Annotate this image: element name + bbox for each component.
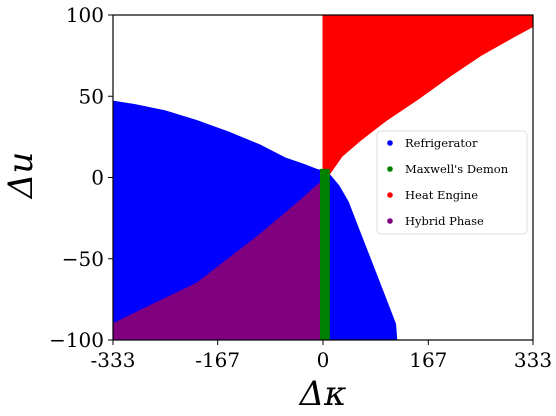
y-tick-label: 0	[91, 166, 104, 190]
legend: Refrigerator Maxwell's Demon Heat Engine Hy…	[376, 130, 528, 235]
y-tick-label: −100	[49, 328, 104, 352]
x-axis-label: Δκ	[298, 374, 347, 414]
y-tick-label: 100	[66, 3, 104, 27]
y-axis-label: Δu	[1, 152, 41, 200]
legend-label: Refrigerator	[405, 136, 478, 150]
x-tick-label: 167	[409, 348, 447, 372]
legend-marker	[387, 192, 393, 198]
legend-label: Heat Engine	[405, 188, 478, 202]
legend-box	[376, 130, 528, 235]
region-maxwell-s-demon	[320, 168, 330, 341]
y-tick-label: −50	[62, 247, 104, 271]
legend-marker	[387, 166, 393, 172]
legend-label: Hybrid Phase	[405, 214, 484, 228]
x-tick-label: -167	[195, 348, 240, 372]
legend-marker	[387, 140, 393, 146]
y-tick-label: 50	[79, 84, 104, 108]
x-tick-label: 0	[317, 348, 330, 372]
axis-ticks: -333 -167 0 167 333 100 50 0 −50 −100	[49, 3, 552, 372]
legend-marker	[387, 218, 393, 224]
x-tick-label: -333	[91, 348, 136, 372]
x-tick-label: 333	[514, 348, 552, 372]
legend-label: Maxwell's Demon	[405, 162, 509, 176]
phase-regions	[112, 14, 534, 341]
